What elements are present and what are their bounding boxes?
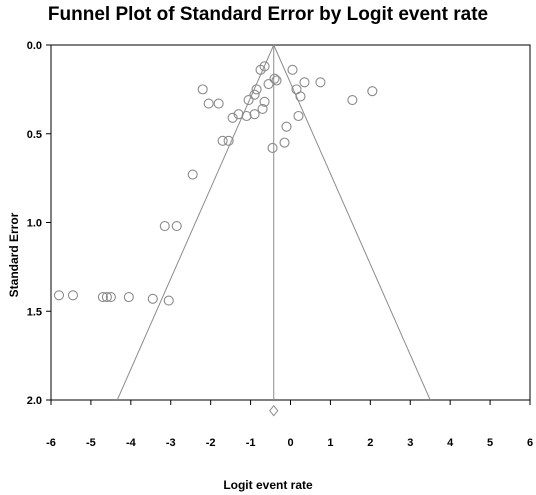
study-point [249,89,260,100]
x-tick-label: -3 [166,437,176,449]
study-point [367,86,378,97]
study-point [101,291,112,303]
study-point [97,291,108,303]
y-tick-label: 2.0 [27,395,42,407]
study-point [259,61,270,72]
plot-frame [50,44,531,401]
study-point [295,91,306,102]
study-point [223,135,234,146]
study-point [147,293,158,304]
study-point [105,291,116,303]
study-point [171,221,182,232]
study-point [233,109,244,120]
x-tick-label: 2 [367,437,373,449]
study-point [53,290,65,301]
study-point [269,73,280,84]
study-point [159,221,170,232]
study-point [251,84,262,95]
study-point [315,77,326,88]
x-tick-label: 1 [327,437,333,449]
study-point [213,98,224,109]
x-tick-label: -6 [46,437,56,449]
x-tick-label: 3 [407,437,413,449]
y-tick-label: 0.5 [27,129,42,141]
x-tick-label: -4 [126,437,137,449]
study-point [267,142,278,153]
x-tick-label: -5 [86,437,96,449]
study-point [259,96,270,107]
study-point [299,77,310,88]
study-point [67,290,79,301]
x-tick-label: -1 [246,437,256,449]
study-point [279,137,290,148]
study-point [287,64,298,75]
chart-title: Funnel Plot of Standard Error by Logit e… [47,4,489,25]
study-point [249,109,260,120]
x-tick-label: 0 [287,437,293,449]
x-tick-label: -2 [206,437,216,449]
study-point [203,98,214,109]
y-tick-label: 1.0 [27,218,42,230]
study-point [217,135,228,146]
study-point [257,103,268,114]
study-point [197,84,208,95]
x-axis-label: Logit event rate [223,478,313,492]
y-tick-label: 0.0 [27,40,42,52]
study-point [271,75,282,86]
study-point [123,291,134,303]
x-tick-label: 5 [487,437,493,449]
study-point [281,121,292,132]
summary-diamond [269,404,279,417]
y-tick-label: 1.5 [27,306,42,318]
study-point [347,94,358,106]
study-point [243,94,254,106]
study-point [227,112,238,123]
funnel-line [273,44,431,401]
x-tick-label: 6 [527,437,533,449]
study-point [241,110,252,122]
study-point [163,295,174,306]
funnel-line [116,44,275,401]
study-point [293,110,304,122]
study-point [187,169,198,180]
x-tick-label: 4 [447,437,454,449]
